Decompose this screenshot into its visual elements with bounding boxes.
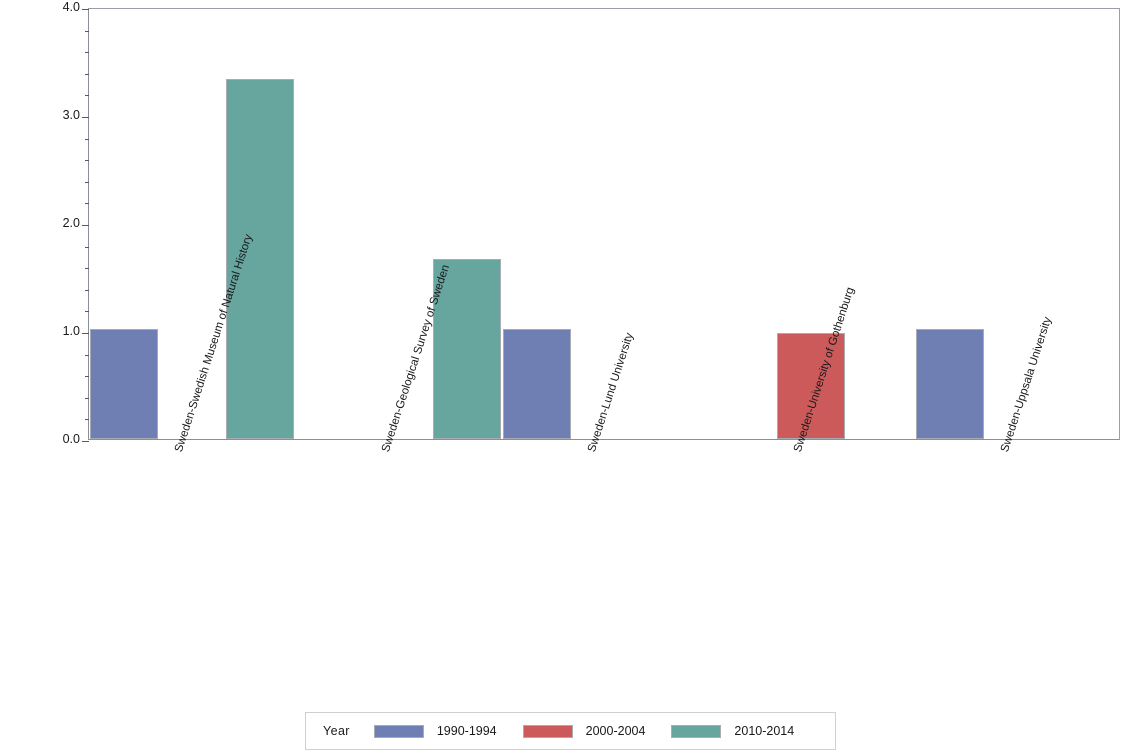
y-tick-minor xyxy=(85,181,89,183)
legend-entry[interactable]: 2010-2014 xyxy=(671,724,794,738)
y-tick-minor xyxy=(85,73,89,75)
legend-label: 2010-2014 xyxy=(734,724,795,738)
legend-label: 2000-2004 xyxy=(585,724,646,738)
y-tick-minor xyxy=(85,311,89,313)
legend-entry[interactable]: 1990-1994 xyxy=(373,724,497,738)
bar xyxy=(503,328,571,439)
legend-swatch xyxy=(671,724,722,738)
y-tick-minor xyxy=(85,419,89,421)
y-tick-minor xyxy=(85,376,89,378)
y-tick-label: 3.0 xyxy=(62,108,80,122)
y-tick-minor xyxy=(85,138,89,140)
y-tick-minor xyxy=(85,203,89,205)
y-tick-label: 4.0 xyxy=(62,0,80,14)
y-tick-minor xyxy=(85,289,89,291)
y-tick-minor xyxy=(85,30,89,32)
legend-swatch xyxy=(522,724,573,738)
bar xyxy=(226,79,295,439)
bar xyxy=(432,258,501,439)
bar xyxy=(90,328,159,439)
y-tick-major xyxy=(82,441,89,442)
y-tick-minor xyxy=(85,268,89,270)
legend-title: Year xyxy=(323,724,350,738)
y-tick-minor xyxy=(85,354,89,356)
legend-entries: 1990-1994 2000-2004 2010-2014 xyxy=(373,724,820,738)
y-tick-label: 0.0 xyxy=(62,432,80,446)
y-tick-major xyxy=(82,9,89,10)
y-tick-minor xyxy=(85,52,89,54)
plot-area xyxy=(82,8,1120,442)
bar xyxy=(915,328,984,439)
y-tick-label: 2.0 xyxy=(62,216,80,230)
y-tick-minor xyxy=(85,246,89,248)
legend-label: 1990-1994 xyxy=(436,724,497,738)
y-tick-major xyxy=(82,333,89,334)
y-tick-minor xyxy=(85,95,89,97)
y-tick-label: 1.0 xyxy=(62,324,80,338)
y-tick-major xyxy=(82,117,89,118)
bar xyxy=(777,333,846,439)
y-tick-major xyxy=(82,225,89,226)
y-tick-minor xyxy=(85,160,89,162)
legend: Year 1990-1994 2000-2004 2010-2014 xyxy=(305,712,836,750)
legend-entry[interactable]: 2000-2004 xyxy=(522,724,646,738)
legend-swatch xyxy=(373,724,424,738)
y-tick-minor xyxy=(85,397,89,399)
